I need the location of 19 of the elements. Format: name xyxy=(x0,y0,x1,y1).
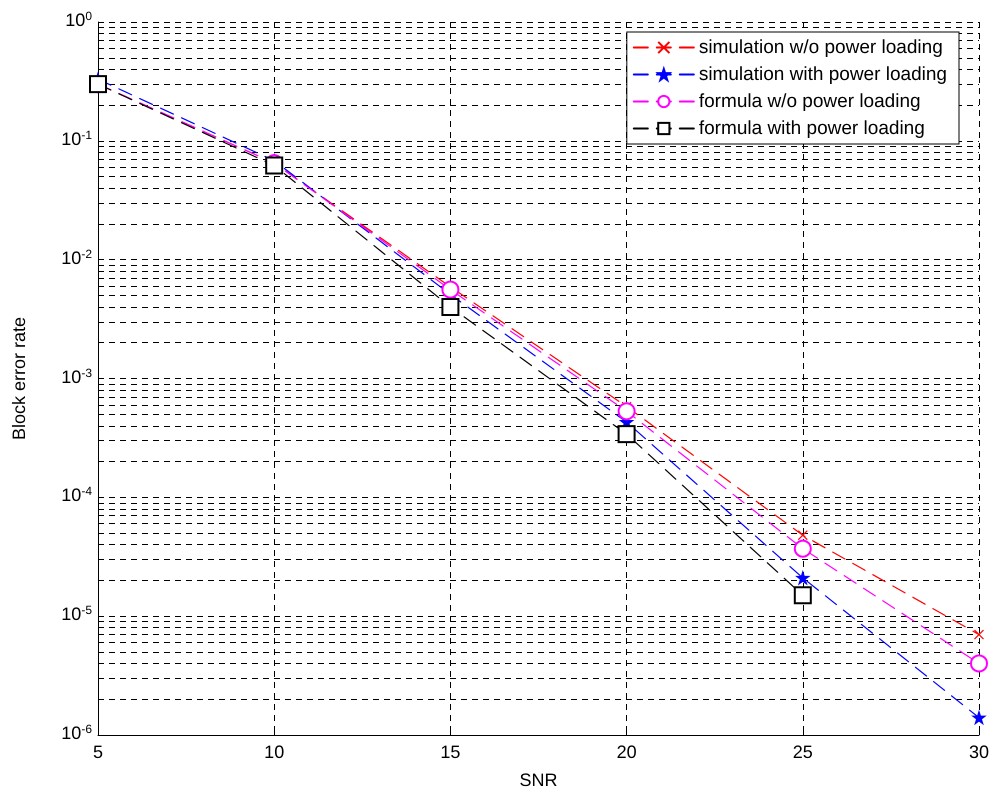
y-tick-label: 10$^{-1}$ xyxy=(61,128,92,149)
legend-label: simulation with power loading xyxy=(698,64,947,85)
x-tick-label: 20 xyxy=(616,742,637,762)
legend-label: simulation w/o power loading xyxy=(698,37,943,58)
x-tick-label: 25 xyxy=(792,742,813,762)
x-tick-label: 30 xyxy=(968,742,990,762)
legend-label: formula w/o power loading xyxy=(698,91,921,112)
x-tick-label: 5 xyxy=(92,742,104,762)
y-tick-label: 10$^{0}$ xyxy=(65,9,92,30)
x-tick-label: 10 xyxy=(264,742,284,762)
y-axis-title: Block error rate xyxy=(9,316,29,440)
y-tick-label: 10$^{-5}$ xyxy=(61,603,92,624)
y-tick-label: 10$^{-4}$ xyxy=(61,484,92,506)
y-tick-label: 10$^{-6}$ xyxy=(61,722,92,743)
y-tick-label: 10$^{-3}$ xyxy=(61,366,92,386)
x-axis-title: SNR xyxy=(519,770,558,790)
legend-label: formula with power loading xyxy=(698,118,925,139)
y-tick-label: 10$^{-2}$ xyxy=(61,246,92,268)
x-tick-label: 15 xyxy=(440,742,460,762)
